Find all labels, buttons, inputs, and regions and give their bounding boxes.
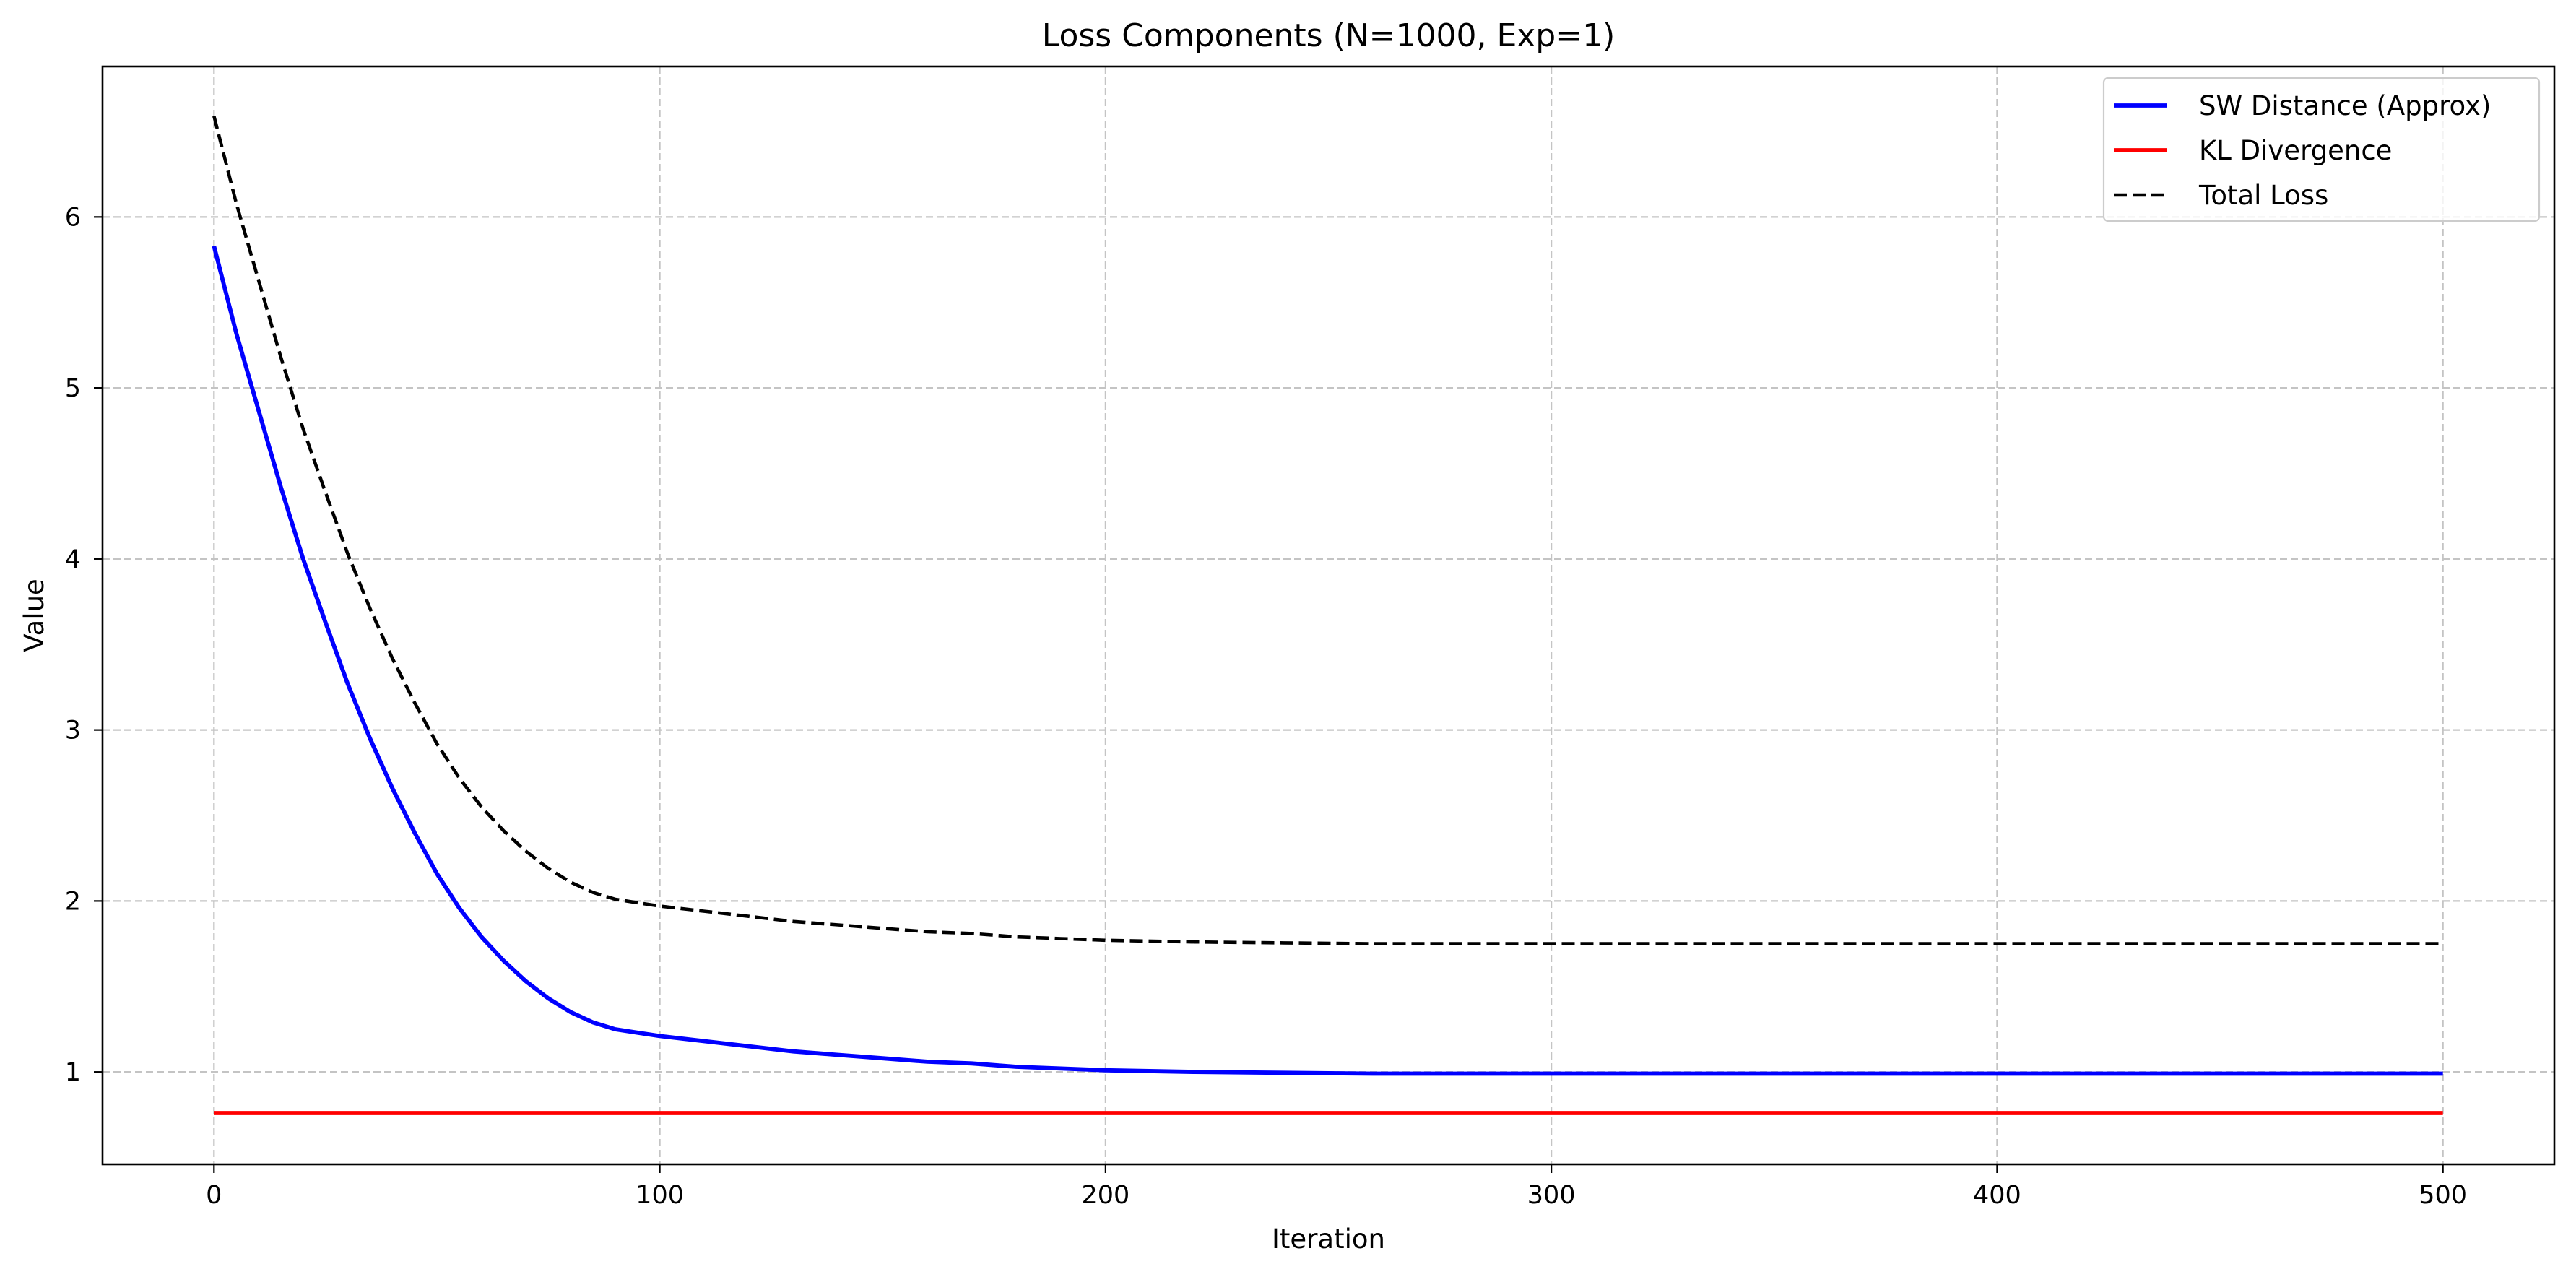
x-tick-label: 500	[2419, 1181, 2467, 1210]
y-tick-label: 3	[65, 717, 81, 745]
y-tick-label: 5	[65, 374, 81, 403]
grid	[103, 66, 2554, 1164]
x-tick-label: 100	[636, 1181, 684, 1210]
y-tick-label: 6	[65, 203, 81, 232]
plot-frame	[101, 65, 2556, 1166]
chart-title: Loss Components (N=1000, Exp=1)	[1042, 17, 1616, 54]
x-axis-label: Iteration	[1272, 1224, 1385, 1255]
x-tick-label: 400	[1973, 1181, 2021, 1210]
series-lines	[212, 116, 2443, 1115]
x-tick-label: 0	[206, 1181, 222, 1210]
legend-box	[2102, 77, 2541, 222]
y-tick-label: 2	[65, 887, 81, 916]
legend-label-2: KL Divergence	[2199, 135, 2392, 166]
legend: SW Distance (Approx) KL Divergence Total L…	[2102, 77, 2541, 222]
x-tick-label: 200	[1081, 1181, 1129, 1210]
legend-label-1: SW Distance (Approx)	[2199, 90, 2491, 121]
y-tick-label: 1	[65, 1058, 81, 1087]
x-tick-label: 300	[1527, 1181, 1576, 1210]
axis-ticks: 0 100 200 300 400 500 1 2 3 4 5 6	[65, 203, 2467, 1210]
y-tick-label: 4	[65, 545, 81, 574]
y-axis-label: Value	[19, 579, 50, 652]
legend-label-3: Total Loss	[2198, 180, 2328, 211]
series-line-1	[212, 245, 2443, 1076]
series-line-3	[212, 116, 2443, 945]
